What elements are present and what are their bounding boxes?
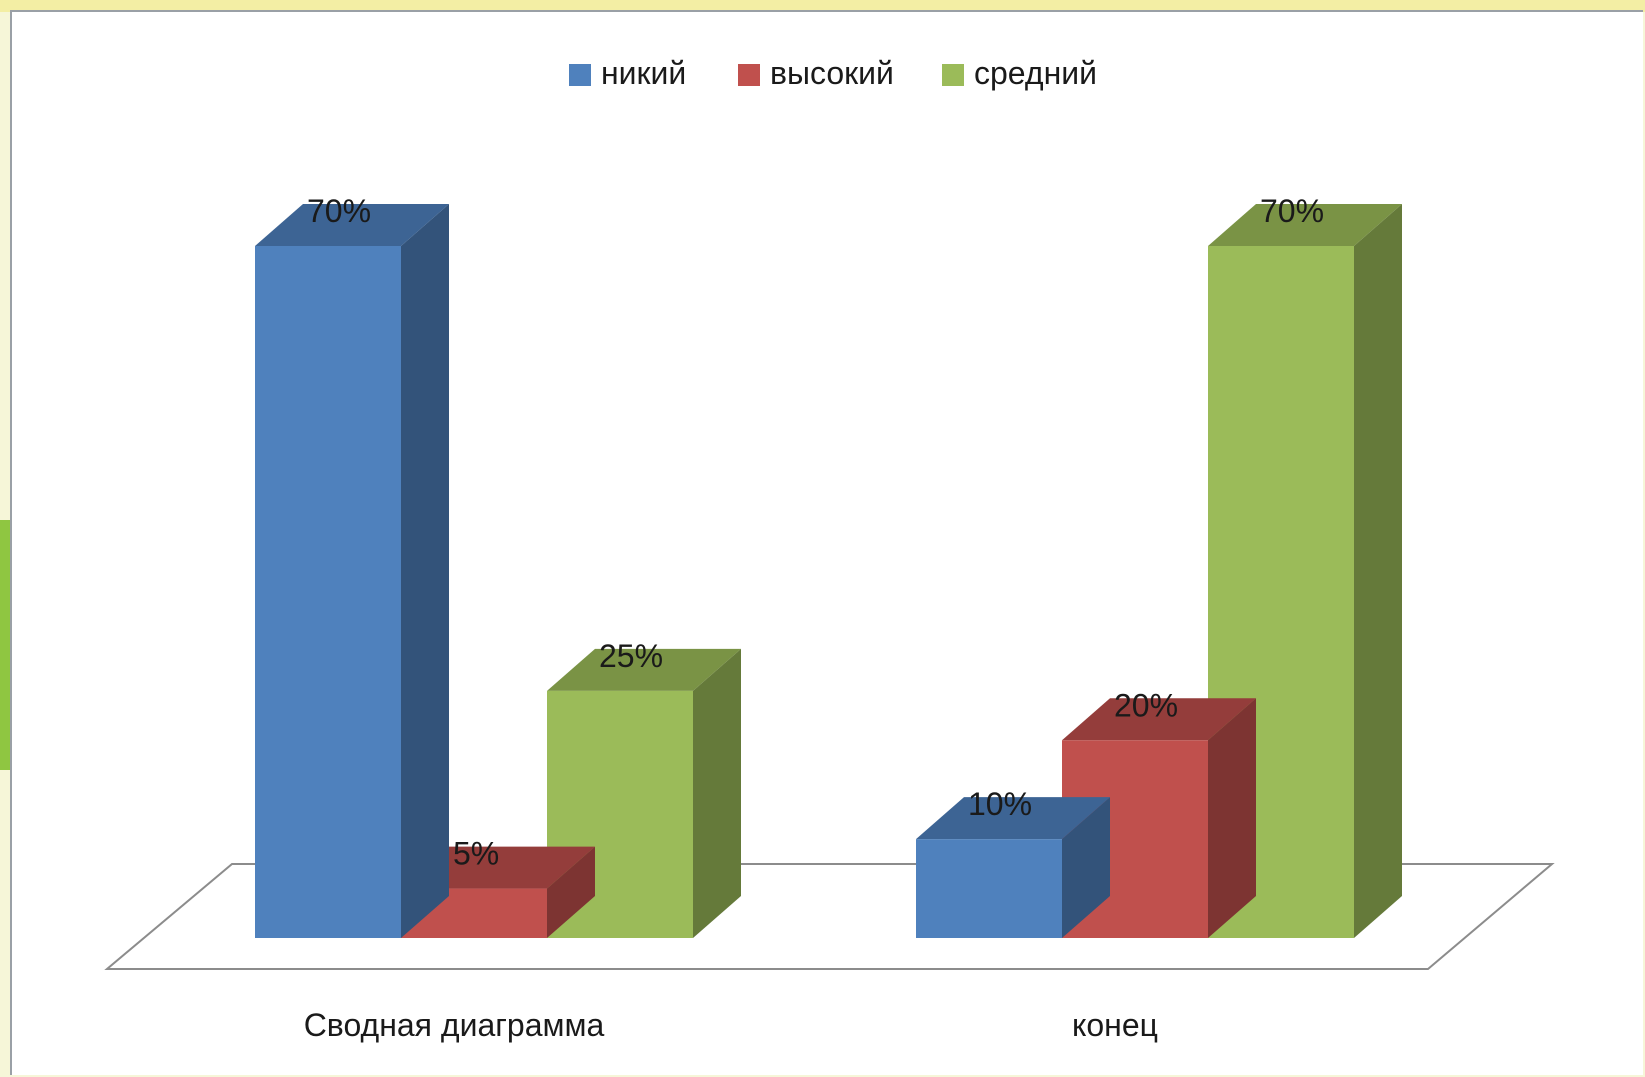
bar-2-1 — [916, 797, 1110, 938]
bar-side — [547, 846, 595, 938]
chart-floor — [104, 863, 1555, 970]
data-label-2-1: 10% — [968, 786, 1032, 822]
chart-bars — [255, 204, 1402, 938]
bar-top — [1208, 204, 1402, 246]
bar-1-3 — [547, 648, 741, 938]
bar-side — [401, 204, 449, 938]
legend-label-2: высокий — [770, 55, 894, 91]
bar-top — [401, 846, 595, 889]
bar-top — [255, 204, 449, 246]
legend-swatch-2 — [738, 64, 760, 86]
data-label-1-1: 70% — [307, 193, 371, 229]
legend-label-3: средний — [974, 55, 1097, 91]
bar-front — [255, 246, 401, 938]
data-label-1-3: 25% — [599, 638, 663, 674]
category-label-1: Сводная диаграмма — [304, 1007, 605, 1043]
bar-side — [1208, 698, 1256, 938]
slide-side-accent — [0, 520, 10, 770]
legend-swatch-3 — [942, 64, 964, 86]
data-label-2-3: 70% — [1260, 193, 1324, 229]
legend-swatch-1 — [569, 64, 591, 86]
bar-side — [1062, 797, 1110, 938]
bar-1-2 — [401, 846, 595, 938]
data-label-2-2: 20% — [1114, 687, 1178, 723]
chart-data-labels: 25% 5% 70% 70% 20% 10% — [307, 193, 1324, 872]
legend-label-1: никий — [601, 55, 686, 91]
bar-front — [916, 839, 1062, 938]
bar-side — [693, 648, 741, 938]
chart-category-labels: Сводная диаграмма конец — [304, 1007, 1158, 1043]
slide-top-strip — [0, 0, 1645, 12]
chart-legend: никий высокий средний — [569, 55, 1097, 91]
bar-top — [916, 797, 1110, 840]
bar-side — [1354, 204, 1402, 938]
bar-top — [547, 648, 741, 691]
bar-top — [1062, 698, 1256, 741]
data-label-1-2: 5% — [453, 836, 499, 872]
bar-1-1 — [255, 204, 449, 938]
floor-outline — [104, 863, 1555, 970]
category-label-2: конец — [1072, 1007, 1158, 1043]
